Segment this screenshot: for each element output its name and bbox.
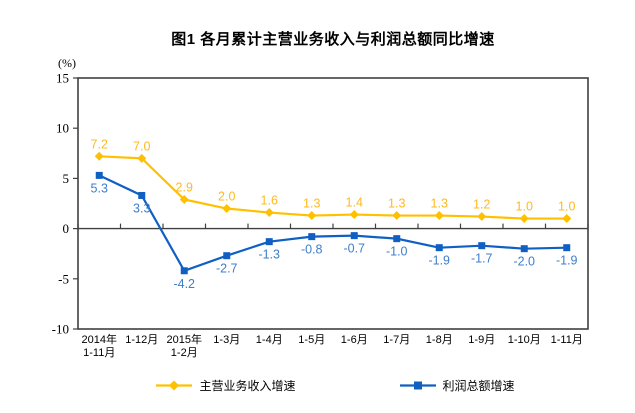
- series-1-marker-square: [95, 171, 103, 179]
- series-1-data-label: -1.3: [258, 248, 280, 262]
- chart-title: 图1 各月累计主营业务收入与利润总额同比增速: [171, 31, 495, 48]
- x-category-label: 2014年: [82, 332, 117, 346]
- revenue-series-swatch-icon: [156, 380, 193, 391]
- y-tick-label: -5: [58, 271, 69, 286]
- y-tick-label: 5: [63, 171, 70, 186]
- series-1-marker-square: [520, 245, 528, 253]
- series-0-data-label: 7.2: [91, 137, 108, 151]
- series-0-marker-diamond: [434, 211, 444, 221]
- x-category-label: 1-8月: [426, 334, 453, 346]
- series-0-data-label: 1.6: [261, 194, 278, 208]
- series-0-marker-diamond: [94, 151, 104, 161]
- series-1-data-label: 5.3: [91, 181, 108, 195]
- series-0-data-label: 1.4: [346, 196, 363, 210]
- series-0-marker-diamond: [179, 194, 189, 204]
- series-1-data-label: -1.9: [428, 254, 450, 268]
- y-tick-label: 10: [56, 121, 69, 136]
- series-0-marker-diamond: [519, 214, 529, 224]
- legend: 主营业务收入增速 利润总额增速: [0, 377, 635, 394]
- series-0-data-label: 1.3: [303, 197, 320, 211]
- x-category-label: 1-5月: [298, 334, 325, 346]
- series-1-data-label: -1.7: [471, 252, 493, 266]
- y-tick-label: 15: [56, 71, 69, 86]
- series-1-marker-square: [138, 191, 146, 199]
- series-0-data-label: 2.0: [218, 190, 235, 204]
- y-tick-label: -10: [52, 322, 69, 337]
- series-0-data-label: 1.3: [431, 197, 448, 211]
- x-category-label: 2015年: [167, 332, 202, 346]
- legend-label-revenue: 主营业务收入增速: [199, 379, 296, 393]
- x-category-label: 1-11月: [551, 334, 583, 346]
- series-1-marker-square: [308, 233, 316, 241]
- x-category-label: 1-10月: [508, 334, 541, 346]
- legend-item-revenue: 主营业务收入增速: [156, 377, 296, 394]
- series-1-marker-square: [478, 242, 486, 250]
- series-1-marker-square: [563, 244, 571, 252]
- series-1-data-label: -2.0: [513, 255, 535, 269]
- series-1-marker-square: [265, 238, 273, 246]
- series-1-data-label: -1.9: [556, 254, 578, 268]
- series-1-marker-square: [393, 235, 401, 243]
- legend-label-profit: 利润总额增速: [442, 379, 515, 393]
- x-category-label: 1-12月: [125, 334, 158, 346]
- series-0-marker-diamond: [307, 211, 317, 221]
- series-0-marker-diamond: [349, 210, 359, 220]
- series-0-data-label: 1.0: [558, 200, 575, 214]
- legend-diamond-marker-icon: [169, 380, 180, 391]
- series-0-marker-diamond: [222, 204, 232, 214]
- series-1-data-label: -0.8: [301, 243, 323, 257]
- series-1-marker-square: [223, 252, 231, 260]
- series-1-data-label: 3.3: [133, 201, 150, 215]
- series-0-marker-diamond: [562, 214, 572, 224]
- series-1-data-label: -0.7: [343, 242, 365, 256]
- x-category-label: 1-6月: [341, 334, 368, 346]
- series-1-data-label: -4.2: [173, 277, 195, 291]
- x-category-label: 1-4月: [256, 334, 283, 346]
- series-line-1: [98, 174, 567, 273]
- series-1-marker-square: [350, 232, 358, 240]
- series-1-marker-square: [180, 267, 188, 275]
- x-category-label: 1-9月: [468, 334, 495, 346]
- x-category-label: 1-11月: [83, 347, 115, 359]
- series-0-data-label: 1.0: [516, 200, 533, 214]
- series-0-data-label: 1.2: [473, 198, 490, 212]
- legend-item-profit: 利润总额增速: [399, 377, 515, 394]
- series-0-marker-diamond: [264, 208, 274, 218]
- x-category-label: 1-3月: [213, 334, 240, 346]
- legend-square-marker-icon: [413, 381, 422, 390]
- series-1-marker-square: [435, 244, 443, 252]
- series-1-data-label: -2.7: [216, 262, 238, 276]
- series-0-marker-diamond: [137, 153, 147, 163]
- plot-border: [77, 77, 589, 330]
- series-0-data-label: 2.9: [176, 180, 193, 194]
- y-axis-unit-label: (%): [58, 56, 76, 70]
- x-category-label: 1-2月: [171, 347, 198, 359]
- y-tick-label: 0: [63, 221, 70, 236]
- profit-series-swatch-icon: [399, 381, 436, 390]
- series-0-data-label: 1.3: [388, 197, 405, 211]
- series-0-data-label: 7.0: [133, 139, 150, 153]
- series-0-marker-diamond: [392, 211, 402, 221]
- series-line-0: [99, 155, 567, 220]
- series-1-data-label: -1.0: [386, 245, 408, 259]
- series-0-marker-diamond: [477, 212, 487, 222]
- x-category-label: 1-7月: [383, 334, 410, 346]
